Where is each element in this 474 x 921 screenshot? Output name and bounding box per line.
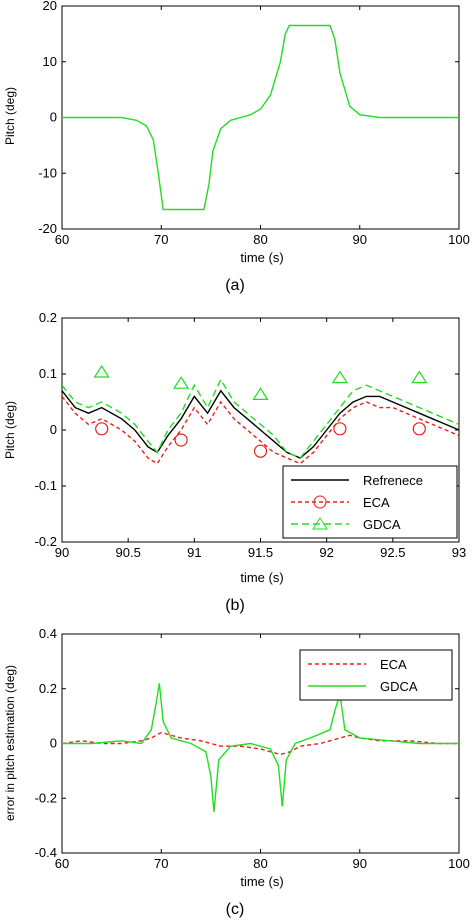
x-tick-label: 80 bbox=[253, 232, 267, 247]
x-tick-label: 92.5 bbox=[380, 545, 405, 560]
y-tick-label: -20 bbox=[38, 221, 57, 236]
panel-a-ylabel: Pitch (deg) bbox=[3, 87, 17, 145]
x-tick-label: 91 bbox=[187, 545, 201, 560]
series-line-eca bbox=[62, 395, 459, 465]
gdca-marker bbox=[93, 364, 110, 378]
x-tick-label: 92 bbox=[319, 545, 333, 560]
series-line-eca bbox=[62, 731, 459, 756]
x-tick-label: 70 bbox=[154, 856, 168, 871]
y-tick-label: -0.1 bbox=[35, 478, 57, 493]
gdca-marker bbox=[252, 387, 269, 400]
eca-marker bbox=[412, 422, 426, 436]
y-tick-label: -10 bbox=[38, 165, 57, 180]
legend-label: GDCA bbox=[363, 517, 401, 532]
eca-marker bbox=[333, 422, 347, 436]
legend-label: Refrenece bbox=[363, 473, 423, 488]
series-line-signal bbox=[62, 24, 459, 211]
x-tick-label: 80 bbox=[253, 856, 267, 871]
legend-gdca-marker bbox=[312, 517, 328, 530]
x-tick-label: 90 bbox=[55, 545, 69, 560]
panel-b-xlabel: time (s) bbox=[240, 570, 283, 585]
y-tick-label: 0 bbox=[50, 736, 57, 751]
legend-label: GDCA bbox=[380, 679, 418, 694]
series-line-gdca bbox=[62, 378, 459, 459]
eca-marker bbox=[253, 444, 268, 458]
x-tick-label: 90 bbox=[353, 856, 367, 871]
legend-label: ECA bbox=[363, 495, 390, 510]
panel-c-ylabel: error in pitch estimation (deg) bbox=[3, 665, 17, 821]
panel-b-ylabel: Pitch (deg) bbox=[3, 401, 17, 459]
panel-b-caption: (b) bbox=[225, 597, 245, 614]
panel-c: 60 70 80 90 100 0.4 0.2 0 -0.2 -0.4 ECA GDCA error … bbox=[3, 626, 470, 918]
eca-marker bbox=[174, 433, 188, 447]
x-tick-label: 100 bbox=[448, 856, 470, 871]
y-tick-label: -0.2 bbox=[35, 790, 57, 805]
gdca-marker bbox=[411, 370, 428, 384]
y-tick-label: 0 bbox=[50, 110, 57, 125]
y-tick-label: 10 bbox=[43, 54, 57, 69]
y-tick-label: 0.2 bbox=[39, 310, 57, 325]
x-tick-label: 91.5 bbox=[248, 545, 273, 560]
x-tick-label: 70 bbox=[154, 232, 168, 247]
y-tick-label: -0.2 bbox=[35, 534, 57, 549]
x-tick-label: 93 bbox=[452, 545, 466, 560]
series-line-gdca bbox=[62, 683, 459, 812]
x-tick-label: 100 bbox=[448, 232, 470, 247]
y-tick-label: -0.4 bbox=[35, 845, 57, 860]
legend-box bbox=[299, 649, 453, 701]
y-tick-label: 0.4 bbox=[39, 626, 57, 641]
y-tick-label: 0.1 bbox=[39, 366, 57, 381]
panel-c-xlabel: time (s) bbox=[240, 874, 283, 889]
gdca-marker bbox=[173, 376, 190, 389]
panel-a-caption: (a) bbox=[225, 277, 245, 294]
panel-b: 90 90.5 91 91.5 92 92.5 93 0.2 0.1 0 -0.1 -0.2 Refre… bbox=[3, 310, 466, 614]
panel-c-caption: (c) bbox=[226, 901, 245, 918]
y-tick-label: 20 bbox=[43, 0, 57, 13]
panel-a-xlabel: time (s) bbox=[240, 250, 283, 265]
x-tick-label: 60 bbox=[55, 232, 69, 247]
legend-label: ECA bbox=[380, 657, 407, 672]
eca-marker bbox=[95, 422, 109, 436]
x-tick-label: 60 bbox=[55, 856, 69, 871]
legend-eca-marker bbox=[313, 495, 327, 509]
gdca-marker bbox=[331, 370, 348, 384]
series-line-refrenece bbox=[62, 389, 459, 459]
y-tick-label: 0 bbox=[50, 422, 57, 437]
y-tick-label: 0.2 bbox=[39, 681, 57, 696]
x-tick-label: 90 bbox=[353, 232, 367, 247]
x-tick-label: 90.5 bbox=[116, 545, 141, 560]
